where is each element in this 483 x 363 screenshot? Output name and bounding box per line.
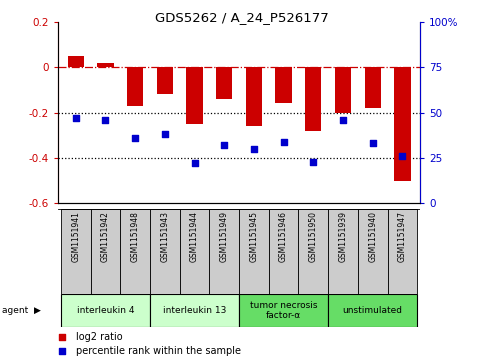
- Bar: [298, 209, 328, 294]
- Text: GSM1151942: GSM1151942: [101, 211, 110, 262]
- Point: [161, 131, 169, 137]
- Bar: [275, 67, 292, 103]
- Bar: [246, 67, 262, 126]
- Bar: [365, 67, 381, 108]
- Text: log2 ratio: log2 ratio: [76, 333, 123, 342]
- Point: [191, 160, 199, 166]
- Bar: [358, 209, 387, 294]
- Bar: [387, 209, 417, 294]
- Bar: [150, 209, 180, 294]
- Point: [131, 135, 139, 141]
- Text: agent  ▶: agent ▶: [2, 306, 41, 315]
- Text: GSM1151945: GSM1151945: [249, 211, 258, 262]
- Text: GSM1151950: GSM1151950: [309, 211, 318, 262]
- Point: [369, 140, 377, 146]
- Bar: [186, 67, 203, 124]
- Text: interleukin 13: interleukin 13: [163, 306, 226, 315]
- Bar: [91, 209, 120, 294]
- Bar: [216, 67, 232, 99]
- Text: GSM1151944: GSM1151944: [190, 211, 199, 262]
- Point: [250, 146, 258, 152]
- Bar: [180, 209, 210, 294]
- Text: GSM1151941: GSM1151941: [71, 211, 80, 262]
- Point: [72, 115, 80, 121]
- Bar: [269, 209, 298, 294]
- Bar: [328, 294, 417, 327]
- Bar: [210, 209, 239, 294]
- Point: [280, 139, 287, 144]
- Bar: [150, 294, 239, 327]
- Text: tumor necrosis
factor-α: tumor necrosis factor-α: [250, 301, 317, 320]
- Bar: [239, 294, 328, 327]
- Point: [310, 159, 317, 164]
- Point: [220, 142, 228, 148]
- Bar: [68, 56, 84, 67]
- Text: GSM1151948: GSM1151948: [131, 211, 140, 262]
- Bar: [120, 209, 150, 294]
- Text: GSM1151940: GSM1151940: [368, 211, 377, 262]
- Bar: [305, 67, 322, 131]
- Text: interleukin 4: interleukin 4: [77, 306, 134, 315]
- Text: GSM1151947: GSM1151947: [398, 211, 407, 262]
- Bar: [239, 209, 269, 294]
- Text: GSM1151943: GSM1151943: [160, 211, 170, 262]
- Text: GSM1151946: GSM1151946: [279, 211, 288, 262]
- Text: GSM1151939: GSM1151939: [339, 211, 347, 262]
- Bar: [127, 67, 143, 106]
- Bar: [328, 209, 358, 294]
- Bar: [335, 67, 351, 113]
- Bar: [156, 67, 173, 94]
- Point: [101, 117, 109, 123]
- Bar: [394, 67, 411, 181]
- Text: GSM1151949: GSM1151949: [220, 211, 229, 262]
- Text: unstimulated: unstimulated: [343, 306, 403, 315]
- Text: percentile rank within the sample: percentile rank within the sample: [76, 346, 241, 356]
- Bar: [97, 62, 114, 67]
- Text: GDS5262 / A_24_P526177: GDS5262 / A_24_P526177: [155, 11, 328, 24]
- Point: [268, 174, 276, 180]
- Point: [268, 298, 276, 304]
- Point: [398, 153, 406, 159]
- Bar: [61, 294, 150, 327]
- Bar: [61, 209, 91, 294]
- Point: [339, 117, 347, 123]
